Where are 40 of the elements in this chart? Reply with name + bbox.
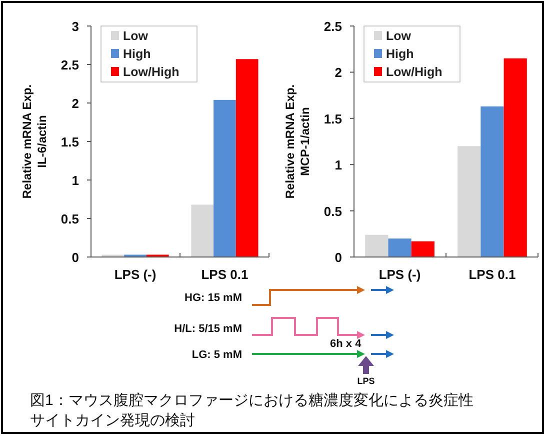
x-tick-label: LPS 0.1 <box>468 267 516 282</box>
y-axis-title: Relative mRNA Exp. MCP-1/actin <box>283 84 312 199</box>
y-tick-label: 1.5 <box>60 134 79 150</box>
y-tick-label: 0.5 <box>60 212 79 226</box>
y-tick-label: 2.5 <box>60 58 79 72</box>
y-tick-label: 1 <box>72 173 79 188</box>
y-tick-label: 3 <box>72 19 79 34</box>
x-tick-label: LPS (-) <box>378 267 421 282</box>
text: 6h x 4 <box>330 338 362 350</box>
bar <box>504 58 527 257</box>
bar <box>236 59 258 257</box>
bar <box>458 146 481 257</box>
y-tick-label: 0 <box>334 250 342 265</box>
text: H/L: 5/15 mM <box>174 323 242 335</box>
bar <box>411 241 434 257</box>
y-tick-label: 2 <box>334 65 342 80</box>
y-tick-label: 1.5 <box>324 111 342 126</box>
bar <box>191 204 214 257</box>
legend-label: High <box>386 47 414 61</box>
text: LG: 5 mM <box>192 349 242 361</box>
bar <box>388 238 412 257</box>
y-tick-label: 0.5 <box>324 204 342 219</box>
y-tick-label: 1 <box>334 158 342 173</box>
y-tick-label: 2.5 <box>324 19 342 34</box>
legend-label: Low/High <box>386 65 442 79</box>
y-axis-title: Relative mRNA Exp. IL-6/actin <box>20 84 49 199</box>
caption: 図1：マウス腹腔マクロファージにおける糖濃度変化による炎症性サイトカイン発現の検討 <box>30 392 474 429</box>
legend-label: Low/High <box>123 65 180 79</box>
y-tick-label: 2 <box>72 96 79 111</box>
text: LPS <box>357 376 375 386</box>
bar <box>365 234 388 257</box>
legend-label: Low <box>123 29 148 43</box>
bar <box>480 106 504 257</box>
y-tick-label: 0 <box>72 250 79 265</box>
legend-label: Low <box>386 29 412 43</box>
x-tick-label: LPS (-) <box>114 267 156 282</box>
bar <box>214 100 236 257</box>
text: HG: 15 mM <box>184 292 242 304</box>
x-tick-label: LPS 0.1 <box>201 267 248 282</box>
legend-label: High <box>123 47 151 61</box>
